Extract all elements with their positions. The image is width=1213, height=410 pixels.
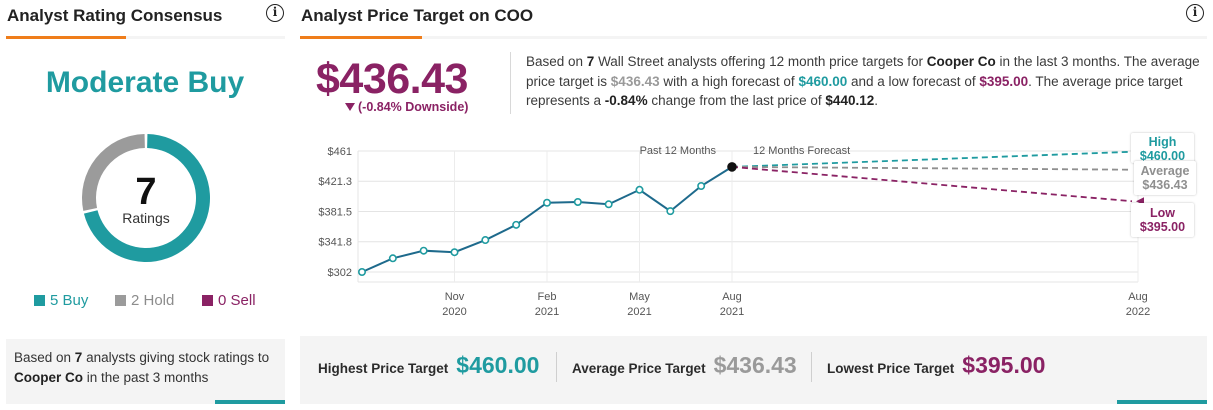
average-price-target: $436.43: [316, 55, 468, 103]
past-period-label: Past 12 Months: [640, 145, 717, 157]
forecast-period-label: 12 Months Forecast: [753, 145, 850, 157]
y-tick-label: $381.5: [318, 207, 352, 219]
legend-buy-label: 5 Buy: [50, 292, 89, 309]
x-tick-month: Aug: [1128, 291, 1148, 303]
legend-hold-swatch: [115, 295, 126, 306]
card-accent-bar: [300, 36, 422, 39]
rating-footer-text: Based on 7 analysts giving stock ratings…: [14, 350, 270, 385]
legend-buy-swatch: [34, 295, 45, 306]
x-tick-year: 2021: [535, 306, 559, 318]
donut-segment-hold: [81, 134, 145, 211]
x-tick-month: Feb: [538, 291, 557, 303]
current-price-point[interactable]: [727, 162, 737, 172]
average-target-callout: Average $436.43: [1134, 161, 1196, 195]
x-tick-month: Aug: [722, 291, 742, 303]
highest-price-target: Highest Price Target $460.00: [318, 352, 540, 378]
ratings-count: 7: [135, 171, 156, 213]
x-tick-year: 2022: [1126, 306, 1150, 318]
downside-text: (-0.84% Downside): [358, 100, 469, 114]
legend-sell: 0 Sell: [202, 292, 256, 309]
divider: [510, 52, 511, 114]
low-target-callout: Low $395.00: [1131, 203, 1194, 237]
price-target-content-area: [300, 39, 1207, 336]
ratings-count-label: Ratings: [122, 210, 169, 226]
rating-consensus-card: [6, 36, 285, 404]
price-point[interactable]: [635, 185, 644, 194]
x-tick-year: 2021: [720, 306, 744, 318]
legend-sell-swatch: [202, 295, 213, 306]
y-tick-label: $461: [328, 146, 352, 158]
downside-indicator: (-0.84% Downside): [345, 100, 468, 114]
price-point[interactable]: [512, 220, 521, 229]
average-price-target-stat: Average Price Target $436.43: [572, 352, 797, 378]
info-icon[interactable]: i: [1186, 4, 1204, 22]
price-point[interactable]: [543, 198, 552, 207]
price-point[interactable]: [450, 248, 459, 257]
rating-consensus-title: Analyst Rating Consensus: [7, 6, 223, 25]
x-tick-year: 2020: [442, 306, 466, 318]
forecast-line-high: [731, 150, 1133, 168]
forecast-line-average: [731, 165, 1133, 171]
price-target-chart: $461 $421.3 $381.5 $341.8 $302 Nov 2020 Feb 202…: [318, 145, 1150, 318]
price-point[interactable]: [419, 246, 428, 255]
down-arrow-icon: [345, 103, 355, 111]
divider: [811, 352, 812, 382]
x-tick-year: 2021: [627, 306, 651, 318]
legend-hold: 2 Hold: [115, 292, 174, 309]
price-point[interactable]: [604, 200, 613, 209]
consensus-rating: Moderate Buy: [45, 66, 245, 99]
price-point[interactable]: [357, 268, 366, 277]
y-tick-label: $302: [328, 267, 352, 279]
forecast-line-low: [731, 165, 1133, 203]
ratings-donut: 7 Ratings: [81, 134, 210, 262]
card-accent-bar: [6, 36, 126, 39]
legend-buy: 5 Buy: [34, 292, 88, 309]
price-target-card: [300, 36, 1207, 404]
price-target-description: Based on 7 Wall Street analysts offering…: [526, 54, 1200, 108]
divider: [556, 352, 557, 382]
legend-hold-label: 2 Hold: [131, 292, 175, 309]
x-tick-month: May: [629, 291, 650, 303]
x-tick-month: Nov: [445, 291, 465, 303]
legend-sell-label: 0 Sell: [218, 292, 256, 309]
y-tick-label: $421.3: [318, 176, 352, 188]
price-point[interactable]: [388, 254, 397, 263]
price-point[interactable]: [697, 182, 706, 191]
rating-content-area: [6, 39, 285, 339]
price-point[interactable]: [481, 236, 490, 245]
info-icon[interactable]: i: [266, 4, 284, 22]
y-tick-label: $341.8: [318, 237, 352, 249]
price-point[interactable]: [573, 197, 582, 206]
high-target-callout: High $460.00: [1131, 133, 1194, 163]
price-point[interactable]: [666, 207, 675, 216]
price-target-title: Analyst Price Target on COO: [301, 6, 534, 25]
lowest-price-target: Lowest Price Target $395.00: [827, 352, 1046, 378]
